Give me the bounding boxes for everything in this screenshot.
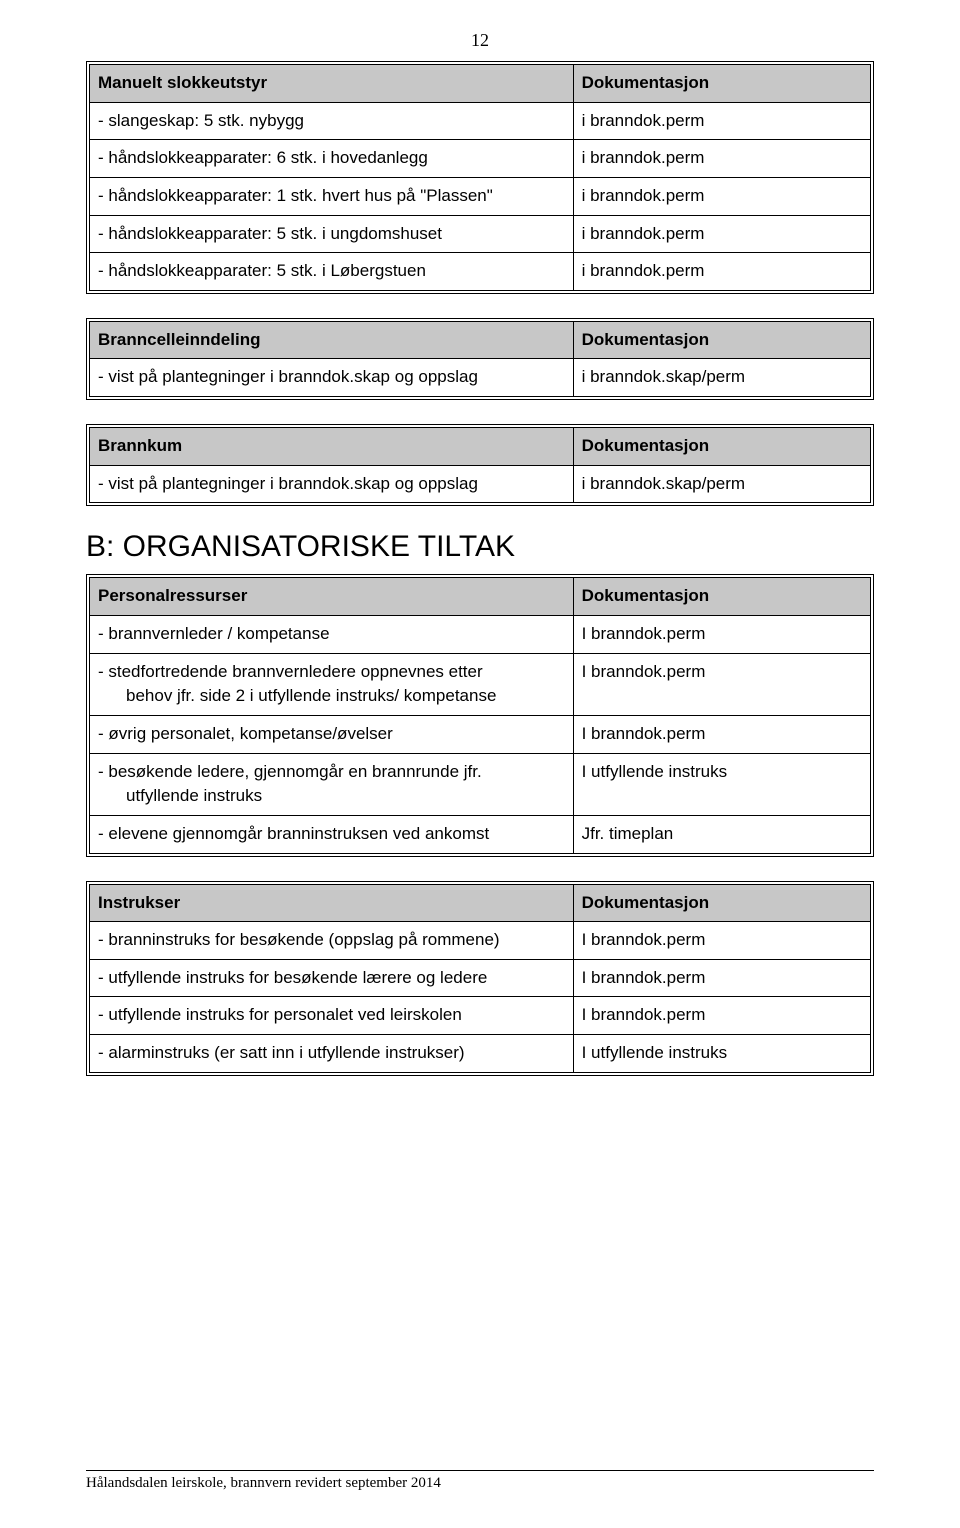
table-row: - slangeskap: 5 stk. nybyggi branndok.pe… [90,103,870,141]
line: behov jfr. side 2 i utfyllende instruks/… [98,684,565,709]
table-row: - besøkende ledere, gjennomgår en brannr… [90,754,870,816]
header-cell: Dokumentasjon [574,322,870,360]
table-slokkeutstyr: Manuelt slokkeutstyr Dokumentasjon - sla… [86,61,874,294]
cell: I branndok.perm [574,654,870,716]
cell: I utfyllende instruks [574,754,870,816]
table-personalressurser: Personalressurser Dokumentasjon - brannv… [86,574,874,856]
cell: I branndok.perm [574,716,870,754]
table-row: - branninstruks for besøkende (oppslag p… [90,922,870,960]
cell: - brannvernleder / kompetanse [90,616,574,654]
header-cell: Brannkum [90,428,574,466]
line: - stedfortredende brannvernledere oppnev… [98,660,565,685]
table-header-row: Personalressurser Dokumentasjon [90,578,870,616]
line: utfyllende instruks [98,784,565,809]
cell: i branndok.perm [574,140,870,178]
cell: - håndslokkeapparater: 5 stk. i Løbergst… [90,253,574,290]
table-row: - øvrig personalet, kompetanse/øvelser I… [90,716,870,754]
cell: - stedfortredende brannvernledere oppnev… [90,654,574,716]
cell: - vist på plantegninger i branndok.skap … [90,466,574,503]
cell: I branndok.perm [574,997,870,1035]
table-header-row: Branncelleinndeling Dokumentasjon [90,322,870,360]
cell: i branndok.skap/perm [574,359,870,396]
table-header-row: Instrukser Dokumentasjon [90,885,870,923]
table-row: - alarminstruks (er satt inn i utfyllend… [90,1035,870,1072]
cell: - håndslokkeapparater: 6 stk. i hovedanl… [90,140,574,178]
cell: - øvrig personalet, kompetanse/øvelser [90,716,574,754]
cell: - alarminstruks (er satt inn i utfyllend… [90,1035,574,1072]
table-instrukser: Instrukser Dokumentasjon - branninstruks… [86,881,874,1076]
cell: - vist på plantegninger i branndok.skap … [90,359,574,396]
table-row: - elevene gjennomgår branninstruksen ved… [90,816,870,853]
cell: i branndok.skap/perm [574,466,870,503]
header-cell: Dokumentasjon [574,428,870,466]
header-cell: Dokumentasjon [574,885,870,923]
cell: - slangeskap: 5 stk. nybygg [90,103,574,141]
page-footer: Hålandsdalen leirskole, brannvern revide… [86,1470,874,1492]
table-header-row: Brannkum Dokumentasjon [90,428,870,466]
table-row: - håndslokkeapparater: 5 stk. i ungdomsh… [90,216,870,254]
table-branncelle: Branncelleinndeling Dokumentasjon - vist… [86,318,874,400]
header-cell: Branncelleinndeling [90,322,574,360]
cell: - besøkende ledere, gjennomgår en brannr… [90,754,574,816]
cell: I branndok.perm [574,616,870,654]
header-cell: Instrukser [90,885,574,923]
header-cell: Personalressurser [90,578,574,616]
header-cell: Dokumentasjon [574,65,870,103]
cell: - elevene gjennomgår branninstruksen ved… [90,816,574,853]
table-row: - stedfortredende brannvernledere oppnev… [90,654,870,716]
cell: i branndok.perm [574,216,870,254]
cell: I branndok.perm [574,922,870,960]
cell: - håndslokkeapparater: 1 stk. hvert hus … [90,178,574,216]
section-heading: B: ORGANISATORISKE TILTAK [86,530,874,564]
table-row: - håndslokkeapparater: 6 stk. i hovedanl… [90,140,870,178]
table-row: - håndslokkeapparater: 1 stk. hvert hus … [90,178,870,216]
table-row: - håndslokkeapparater: 5 stk. i Løbergst… [90,253,870,290]
page-number: 12 [86,30,874,51]
header-cell: Dokumentasjon [574,578,870,616]
table-header-row: Manuelt slokkeutstyr Dokumentasjon [90,65,870,103]
header-cell: Manuelt slokkeutstyr [90,65,574,103]
cell: I branndok.perm [574,960,870,998]
cell: - branninstruks for besøkende (oppslag p… [90,922,574,960]
table-row: - utfyllende instruks for personalet ved… [90,997,870,1035]
table-row: - vist på plantegninger i branndok.skap … [90,466,870,503]
table-brannkum: Brannkum Dokumentasjon - vist på planteg… [86,424,874,506]
cell: - utfyllende instruks for personalet ved… [90,997,574,1035]
cell: i branndok.perm [574,103,870,141]
table-row: - utfyllende instruks for besøkende lære… [90,960,870,998]
table-row: - brannvernleder / kompetanse I branndok… [90,616,870,654]
cell: - håndslokkeapparater: 5 stk. i ungdomsh… [90,216,574,254]
cell: i branndok.perm [574,253,870,290]
cell: I utfyllende instruks [574,1035,870,1072]
cell: i branndok.perm [574,178,870,216]
cell: - utfyllende instruks for besøkende lære… [90,960,574,998]
table-row: - vist på plantegninger i branndok.skap … [90,359,870,396]
line: - besøkende ledere, gjennomgår en brannr… [98,760,565,785]
cell: Jfr. timeplan [574,816,870,853]
